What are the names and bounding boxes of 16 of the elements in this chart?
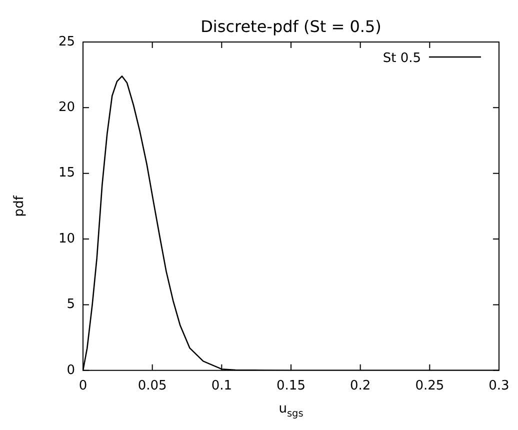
y-tick-label: 0 xyxy=(66,362,75,378)
x-tick-label: 0.1 xyxy=(211,378,232,394)
y-axis-title: pdf xyxy=(12,195,27,217)
y-tick-label: 25 xyxy=(58,34,75,50)
x-tick-label: 0.3 xyxy=(488,378,510,394)
legend-label: St 0.5 xyxy=(382,51,421,66)
y-tick-label: 15 xyxy=(58,166,75,181)
y-tick-label: 20 xyxy=(58,100,75,116)
x-tick-label: 0.05 xyxy=(138,378,167,394)
chart-title: Discrete-pdf (St = 0.5) xyxy=(200,17,382,36)
x-tick-label: 0 xyxy=(78,378,88,394)
x-tick-label: 0.25 xyxy=(415,378,444,394)
x-tick-label: 0.15 xyxy=(276,378,306,394)
y-tick-label: 5 xyxy=(66,297,75,312)
y-tick-label: 10 xyxy=(58,231,75,246)
x-tick-label: 0.2 xyxy=(350,378,371,394)
